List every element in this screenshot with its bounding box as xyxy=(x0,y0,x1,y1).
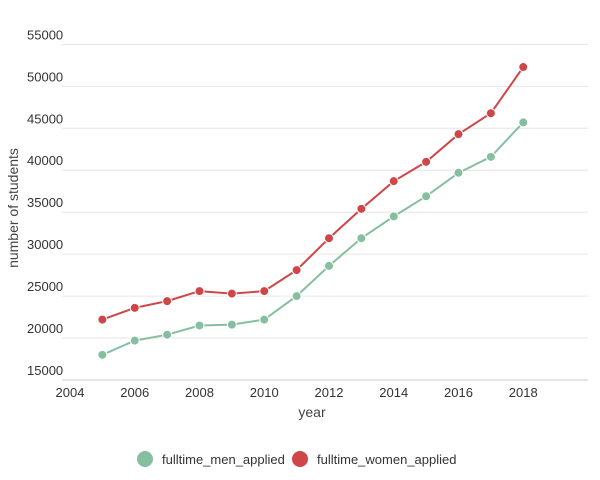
data-point xyxy=(421,156,432,167)
x-tick-label: 2016 xyxy=(444,385,473,400)
data-point xyxy=(129,335,140,346)
x-tick-label: 2006 xyxy=(120,385,149,400)
data-point xyxy=(324,233,334,244)
data-point xyxy=(291,265,302,276)
y-tick-label: 55000 xyxy=(27,27,63,42)
data-point xyxy=(518,117,529,128)
x-tick-label: 2004 xyxy=(56,385,85,400)
data-point xyxy=(162,329,173,340)
series-1 xyxy=(97,117,529,360)
data-point xyxy=(291,291,302,302)
data-point xyxy=(97,349,108,360)
data-point xyxy=(421,191,432,202)
legend-marker xyxy=(292,451,308,467)
data-point xyxy=(388,176,399,187)
y-tick-label: 45000 xyxy=(27,111,63,126)
data-point xyxy=(518,62,529,73)
legend: fulltime_men_applied fulltime_women_appli… xyxy=(137,451,456,467)
series-2 xyxy=(97,62,529,325)
data-point xyxy=(485,108,496,119)
series-line xyxy=(102,66,525,321)
y-tick-label: 15000 xyxy=(27,363,63,378)
y-axis-tick-labels: 15000 20000 25000 30000 35000 40000 45000 50000… xyxy=(27,27,63,378)
y-tick-label: 25000 xyxy=(27,279,63,294)
y-tick-label: 20000 xyxy=(27,321,63,336)
x-tick-label: 2010 xyxy=(250,385,279,400)
series-line xyxy=(101,121,525,356)
y-axis-label: number of students xyxy=(5,148,21,268)
data-point xyxy=(453,129,464,140)
data-point xyxy=(129,302,140,313)
data-point xyxy=(226,288,237,299)
legend-label: fulltime_women_applied xyxy=(317,452,456,467)
data-point xyxy=(356,233,367,244)
data-point xyxy=(226,319,237,330)
legend-marker xyxy=(137,451,153,467)
x-axis-tick-labels: 2004 2006 2008 2010 2012 2014 2016 2018 xyxy=(56,385,538,400)
data-point xyxy=(324,260,334,271)
y-tick-label: 35000 xyxy=(27,195,63,210)
legend-item-1: fulltime_men_applied xyxy=(137,451,285,467)
series-layer xyxy=(97,62,529,360)
data-point xyxy=(388,211,399,222)
data-point xyxy=(194,320,205,331)
data-point xyxy=(356,203,367,214)
data-point xyxy=(259,286,270,297)
data-point xyxy=(453,167,464,178)
x-tick-label: 2008 xyxy=(185,385,214,400)
data-point xyxy=(162,296,173,307)
legend-label: fulltime_men_applied xyxy=(162,452,285,467)
y-tick-label: 50000 xyxy=(27,69,63,84)
x-tick-label: 2014 xyxy=(379,385,408,400)
legend-item-2: fulltime_women_applied xyxy=(292,451,456,467)
data-point xyxy=(97,314,108,325)
data-point xyxy=(194,286,205,297)
data-point xyxy=(485,151,496,162)
x-axis-label: year xyxy=(298,404,326,420)
gridlines xyxy=(62,43,588,381)
data-point xyxy=(259,314,270,325)
x-tick-label: 2012 xyxy=(315,385,344,400)
x-tick-label: 2018 xyxy=(509,385,538,400)
y-tick-label: 30000 xyxy=(27,237,63,252)
y-tick-label: 40000 xyxy=(27,153,63,168)
